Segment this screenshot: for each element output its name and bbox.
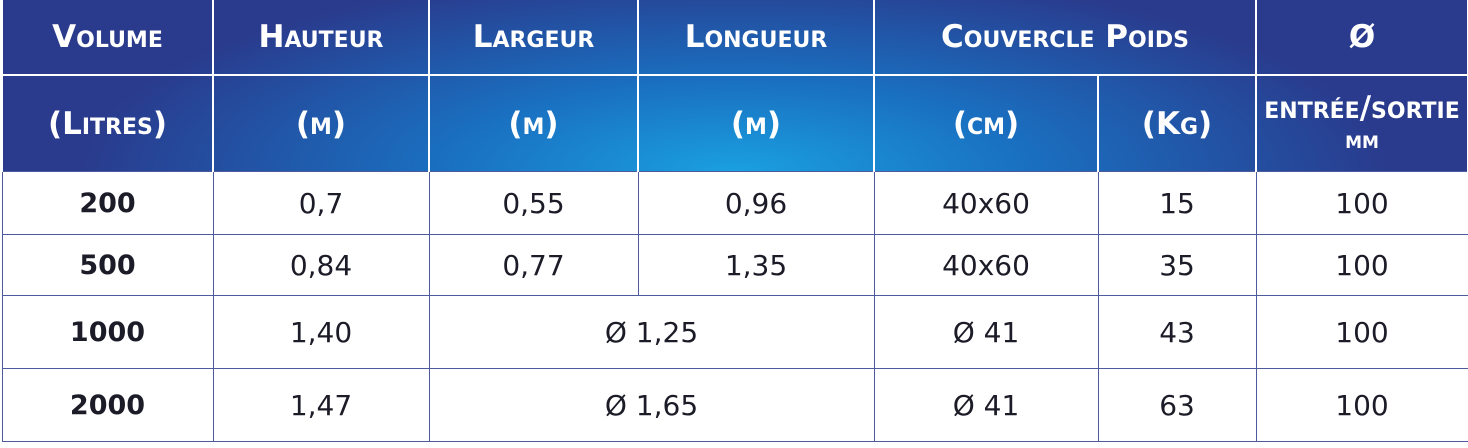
table-cell: 1,40 [212, 295, 430, 369]
header-cell: (Kg) [1096, 75, 1258, 172]
header-cell: Longueur [637, 0, 875, 76]
table-cell: 100 [1255, 368, 1468, 442]
table-row: 200 0,7 0,55 0,96 40x60 15 100 [1, 171, 1468, 235]
header-cell: (cm) [873, 75, 1099, 172]
table-cell: 0,55 [428, 171, 639, 235]
header-cell: Couvercle Poids [872, 0, 1258, 76]
table-row: 1000 1,40 Ø 1,25 Ø 41 43 100 [1, 295, 1468, 369]
table-cell: 0,96 [637, 171, 875, 235]
header-cell: (m) [637, 75, 875, 172]
table-cell: 1,35 [637, 234, 875, 296]
header-cell: Volume [1, 0, 214, 76]
header-row: Volume Hauteur Largeur Longueur Couvercl… [1, 0, 1468, 76]
table-row: 500 0,84 0,77 1,35 40x60 35 100 [1, 234, 1468, 296]
header-row: (Litres) (m) (m) (m) (cm) (Kg) entrée/so… [1, 75, 1468, 172]
table-cell: Ø 1,65 [428, 368, 875, 442]
table-cell: Ø 1,25 [428, 295, 875, 369]
table-cell: 0,77 [428, 234, 639, 296]
table-cell: 15 [1097, 171, 1257, 235]
header-cell: Hauteur [212, 0, 430, 76]
table-cell: 1,47 [212, 368, 430, 442]
table-cell: 40x60 [873, 234, 1099, 296]
header-cell: (m) [212, 75, 430, 172]
table-cell: 0,84 [212, 234, 430, 296]
table-body: 200 0,7 0,55 0,96 40x60 15 100 500 0,84 0,77 1,35 4… [1, 171, 1468, 442]
table-cell: 0,7 [212, 171, 430, 235]
table-row: 2000 1,47 Ø 1,65 Ø 41 63 100 [1, 368, 1468, 442]
header-text: entrée/sortie [1264, 89, 1460, 126]
table-cell: 100 [1255, 295, 1468, 369]
header-cell: (m) [428, 75, 639, 172]
table-cell: 100 [1255, 171, 1468, 235]
table-cell: 40x60 [873, 171, 1099, 235]
table-cell: Ø 41 [873, 295, 1099, 369]
table-cell: 100 [1255, 234, 1468, 296]
table-cell: Ø 41 [873, 368, 1099, 442]
table-header: Volume Hauteur Largeur Longueur Couvercl… [1, 0, 1468, 172]
header-text: mm [1345, 125, 1379, 154]
table-cell: 1000 [1, 295, 214, 369]
table-cell: 2000 [1, 368, 214, 442]
table-cell: 500 [1, 234, 214, 296]
header-cell: entrée/sortie mm [1255, 75, 1468, 172]
table-cell: 35 [1097, 234, 1257, 296]
table-cell: 63 [1097, 368, 1257, 442]
table-cell: 200 [1, 171, 214, 235]
header-cell: Ø [1255, 0, 1468, 76]
header-cell: Largeur [428, 0, 639, 76]
header-cell: (Litres) [1, 75, 214, 172]
table-cell: 43 [1097, 295, 1257, 369]
